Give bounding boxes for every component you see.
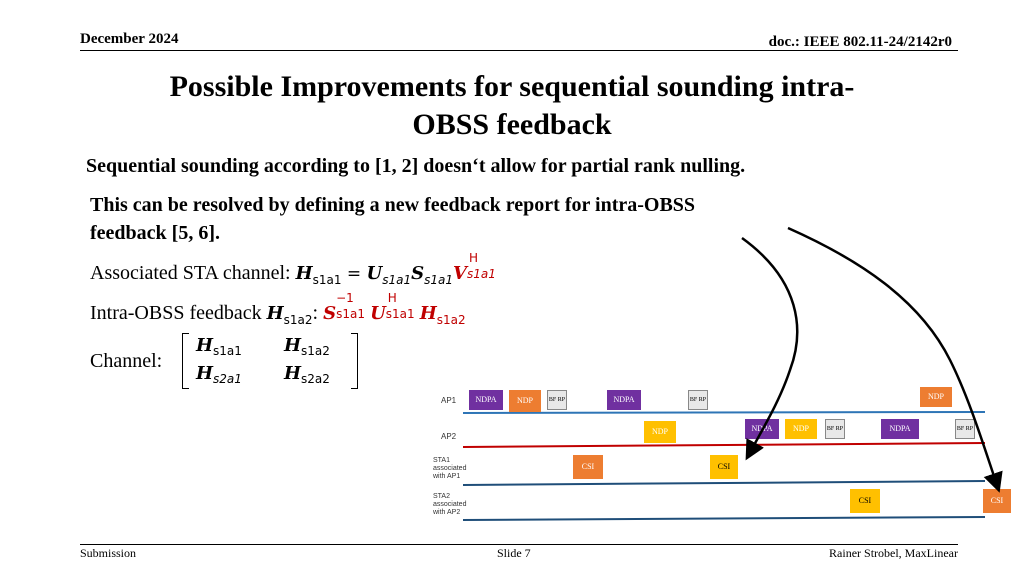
matrix-cell-22: Hs2a2 — [284, 363, 330, 387]
sta1-label: STA1 associated with AP1 — [433, 457, 467, 480]
ap1-timeline — [462, 411, 986, 414]
slide-title: Possible Improvements for sequential sou… — [90, 68, 934, 144]
body-line-2: This can be resolved by defining a new f… — [90, 194, 696, 216]
ap2-ndp-box-2: NDP — [785, 419, 817, 439]
ap1-bfrp-box-2: BF RP — [688, 390, 708, 410]
header-date: December 2024 — [80, 31, 179, 47]
sta2-timeline — [462, 516, 986, 521]
channel-label: Channel: — [90, 350, 163, 372]
ap2-ndp-box: NDP — [644, 421, 676, 443]
ap2-bfrp-box-2: BF RP — [955, 419, 975, 439]
ap2-timeline — [462, 442, 986, 448]
header-doc-id: doc.: IEEE 802.11-24/2142r0 — [768, 34, 952, 50]
ap2-ndpa-box: NDPA — [745, 419, 779, 439]
matrix-right-bracket — [351, 333, 358, 389]
footer-author: Rainer Strobel, MaxLinear — [829, 546, 958, 560]
sounding-diagram: AP1 AP2 STA1 associated with AP1 STA2 as… — [415, 385, 1015, 525]
matrix-cell-12: Hs1a2 — [284, 335, 330, 359]
body-line-3: feedback [5, 6]. — [90, 222, 220, 244]
matrix-left-bracket — [182, 333, 189, 389]
assoc-channel-equation: Associated STA channel: Hs1a1 = Us1a1Ss1… — [90, 251, 496, 287]
ap1-bfrp-box: BF RP — [547, 390, 567, 410]
ap1-label: AP1 — [441, 396, 457, 405]
sta1-timeline — [462, 480, 986, 486]
ap1-ndpa-box-2: NDPA — [607, 390, 641, 410]
ap1-ndp-box-2: NDP — [920, 387, 952, 407]
ap1-ndp-box: NDP — [509, 390, 541, 412]
footer-slide-number: Slide 7 — [497, 546, 531, 560]
footer-divider — [80, 544, 958, 545]
sta2-label: STA2 associated with AP2 — [433, 493, 467, 516]
ap2-label: AP2 — [441, 432, 457, 441]
sta2-csi-box: CSI — [850, 489, 880, 513]
sta2-csi-box-2: CSI — [983, 489, 1011, 513]
header-divider — [80, 50, 958, 51]
title-line-1: Possible Improvements for sequential sou… — [169, 70, 855, 103]
sta1-csi-box: CSI — [573, 455, 603, 479]
footer-submission: Submission — [80, 546, 137, 560]
title-line-2: OBSS feedback — [412, 108, 612, 141]
matrix-cell-21: Hs2a1 — [196, 363, 242, 387]
channel-matrix: Hs1a1 Hs1a2 Hs2a1 Hs2a2 — [182, 333, 358, 389]
intra-label: Intra-OBSS feedback — [90, 302, 267, 324]
assoc-label: Associated STA channel: — [90, 262, 296, 284]
ap1-ndpa-box: NDPA — [469, 390, 503, 410]
ap2-bfrp-box: BF RP — [825, 419, 845, 439]
ap2-ndpa-box-2: NDPA — [881, 419, 919, 439]
sta1-csi-box-2: CSI — [710, 455, 738, 479]
body-line-1: Sequential sounding according to [1, 2] … — [86, 155, 746, 177]
matrix-cell-11: Hs1a1 — [196, 335, 242, 359]
